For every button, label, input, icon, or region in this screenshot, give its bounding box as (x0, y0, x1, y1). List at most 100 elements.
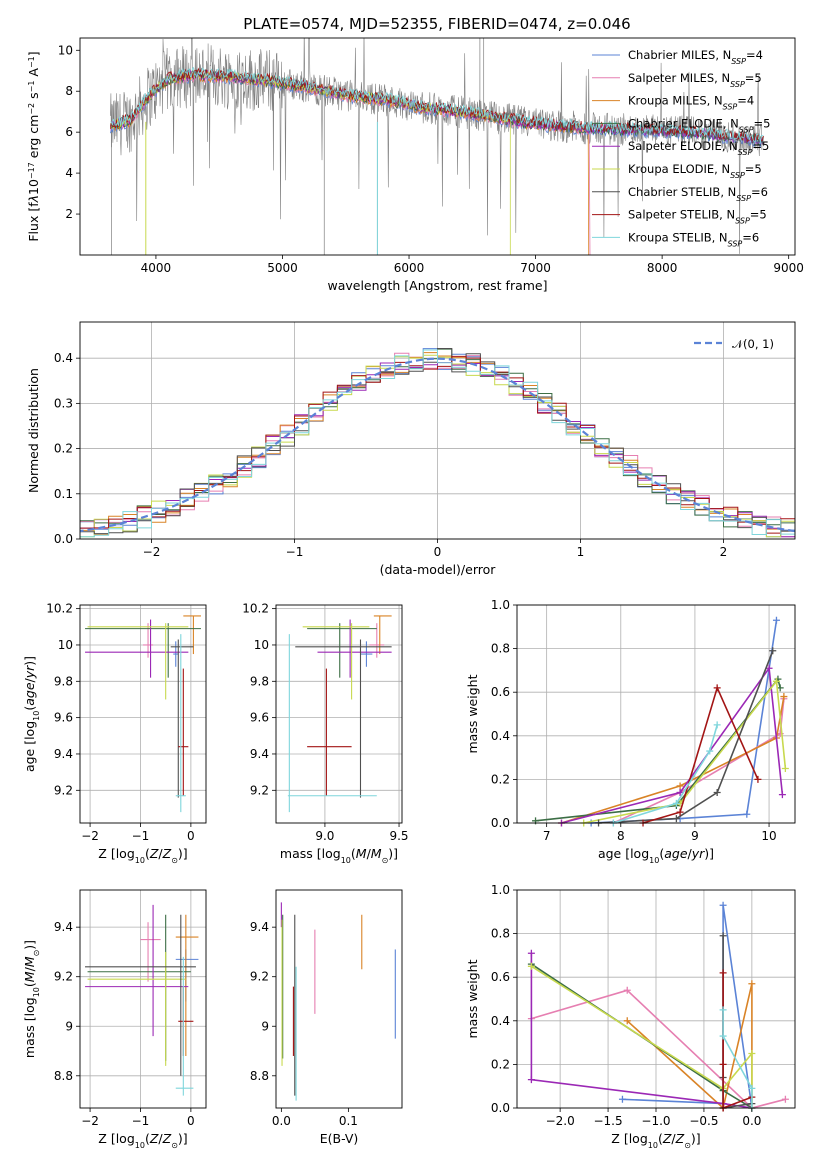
series-marker (780, 693, 788, 701)
x-axis-label: Z [log10(Z/Z⊙)] (98, 846, 187, 865)
series-marker (672, 815, 680, 823)
y-tick-label: 9 (261, 1019, 269, 1033)
y-tick-label: 0.0 (54, 532, 73, 546)
spectrum-frame: 4000 5000 6000 7000 8000 9000 2 4 6 8 10 wavelength… (26, 37, 804, 293)
legend-label: Chabrier MILES, NSSP=4 (628, 48, 763, 66)
y-tick-label: 9.4 (250, 747, 269, 761)
legend-value: =4 (737, 94, 754, 108)
series-marker (754, 775, 762, 783)
x-tick-label: 0.0 (742, 1114, 761, 1128)
series-line-salpeter-miles (613, 698, 785, 824)
series-marker (719, 901, 727, 909)
x-axis-label: wavelength [Angstrom, rest frame] (327, 278, 547, 293)
y-tick-label: 0.2 (54, 442, 73, 456)
y-tick-label: 0.8 (491, 927, 510, 941)
series-line-kroupa-stelib (613, 724, 718, 824)
legend-name: Chabrier ELODIE, N (628, 116, 739, 130)
ebv-mass-errorbars (280, 902, 396, 1101)
legend-value: =5 (745, 162, 762, 176)
mass-age-frame: 9.0 9.5 9.2 9.4 9.6 9.8 10 10.2 mass [log10(M/M⊙… (242, 602, 408, 865)
residual-histograms (80, 348, 795, 538)
y-tick-label: 9.4 (54, 747, 73, 761)
y-tick-label: 0.6 (491, 685, 510, 699)
y-axis-label: mass weight (465, 674, 480, 753)
x-tick-label: −2 (81, 1114, 99, 1128)
x-tick-label: 9.5 (389, 829, 408, 843)
y-tick-label: 0.2 (491, 772, 510, 786)
legend-name: Chabrier MILES, N (628, 48, 731, 62)
figure-title: PLATE=0574, MJD=52355, FIBERID=0474, z=0… (243, 15, 630, 33)
legend-sub: SSP (730, 171, 745, 180)
series-marker (781, 1095, 789, 1103)
y-tick-label: 1.0 (491, 883, 510, 897)
y-tick-label: 8.8 (54, 1069, 73, 1083)
residuals-frame: −2 −1 0 1 2 0.0 0.1 0.2 0.3 0.4 (data-model)/error… (26, 321, 796, 577)
series-marker (748, 1084, 756, 1092)
legend-name: Kroupa ELODIE, N (628, 162, 730, 176)
z-mass-frame: −2 −1 0 8.8 9 9.2 9.4 Z [log10(Z/Z⊙)] mass [log1… (22, 889, 207, 1150)
axes-frame (79, 889, 207, 1109)
y-tick-label: 1.0 (491, 598, 510, 612)
z-mass-axes (80, 890, 206, 1108)
legend-value: =6 (742, 230, 759, 244)
x-tick-label: 4000 (141, 261, 172, 275)
series-marker (719, 1006, 727, 1014)
legend-label: Salpeter STELIB, NSSP=5 (628, 208, 767, 226)
x-tick-label: 7 (543, 829, 551, 843)
y-tick-label: 10 (58, 638, 73, 652)
legend-value: =5 (750, 208, 767, 222)
y-tick-label: 0.4 (491, 729, 510, 743)
legend-sub: SSP (731, 57, 746, 66)
axes-frame (275, 889, 403, 1109)
series-line-kroupa-miles (626, 983, 753, 1110)
x-tick-label: 0 (434, 545, 442, 559)
legend-sub: SSP (728, 239, 743, 248)
y-tick-label: 9.6 (250, 711, 269, 725)
legend-label: 𝒩(0, 1) (732, 337, 774, 351)
y-tick-label: 0.6 (491, 970, 510, 984)
series-marker (706, 747, 714, 755)
series-line-kroupa-stelib (722, 1009, 753, 1108)
series-line-kroupa-elodie (583, 679, 787, 824)
legend-sub: SSP (736, 193, 751, 202)
legend-label: Chabrier ELODIE, NSSP=5 (628, 116, 770, 133)
y-tick-label: 9.2 (250, 783, 269, 797)
y-tick-label: 8.8 (250, 1069, 269, 1083)
series-line-salpeter-stelib (642, 685, 759, 824)
series-marker (672, 799, 680, 807)
y-tick-label: 8 (65, 84, 73, 98)
y-tick-label: 9.2 (54, 783, 73, 797)
model-line-kroupa-stelib (110, 66, 764, 143)
ebv-mass-frame: 0.0 0.1 8.8 9 9.2 9.4 E(B-V) (250, 889, 403, 1146)
y-axis-label: Normed distribution (26, 368, 41, 493)
x-tick-label: 5000 (267, 261, 298, 275)
series-marker (527, 1076, 535, 1084)
series-marker (748, 1050, 756, 1057)
y-axis-label: mass [log10(M/M⊙)] (22, 940, 41, 1058)
y-tick-label: 0.3 (54, 396, 73, 410)
panels: 4000 5000 6000 7000 8000 9000246810wavelength… (22, 37, 804, 1150)
y-tick-label: 0.8 (491, 642, 510, 656)
legend-name: Salpeter MILES, N (628, 71, 730, 85)
series-marker (748, 980, 756, 988)
y-tick-label: 6 (65, 125, 73, 139)
y-tick-label: 9.8 (54, 674, 73, 688)
y-tick-label: 9.2 (54, 970, 73, 984)
legend-label: Kroupa ELODIE, NSSP=5 (628, 162, 762, 180)
x-tick-label: 0 (187, 829, 195, 843)
x-tick-label: 9 (691, 829, 699, 843)
legend-value: =5 (745, 71, 762, 85)
series-line-salpeter-elodie (561, 666, 784, 824)
y-axis-label: mass weight (465, 959, 480, 1038)
z-age-errorbars (85, 615, 201, 813)
series-marker (676, 782, 684, 790)
y-tick-label: 0.4 (491, 1014, 510, 1028)
series-marker (719, 932, 727, 940)
mass-age-errorbars (287, 615, 392, 813)
legend-name: Kroupa STELIB, N (628, 230, 728, 244)
y-axis-label: Flux [fλ10−17 erg cm−2 s−1 A−1] (26, 51, 41, 241)
y-tick-label: 10.2 (242, 602, 269, 616)
legend-name: Salpeter STELIB, N (628, 208, 735, 222)
